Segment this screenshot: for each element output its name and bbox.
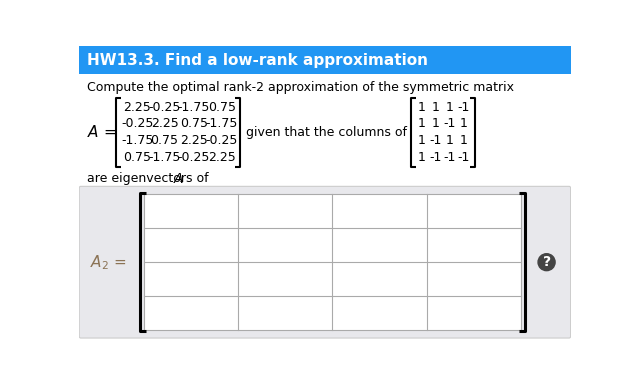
- Text: 1: 1: [432, 100, 440, 114]
- Text: -1: -1: [458, 100, 470, 114]
- FancyBboxPatch shape: [143, 194, 521, 330]
- Text: 2.25: 2.25: [151, 117, 178, 131]
- Text: -1: -1: [430, 151, 442, 164]
- Text: -1.75: -1.75: [205, 117, 238, 131]
- Text: -1: -1: [444, 117, 456, 131]
- Text: -0.25: -0.25: [205, 134, 238, 147]
- Text: are eigenvectors of: are eigenvectors of: [87, 172, 212, 185]
- FancyBboxPatch shape: [79, 186, 571, 338]
- Text: 1: 1: [418, 100, 426, 114]
- FancyBboxPatch shape: [79, 46, 571, 74]
- Text: 1: 1: [460, 117, 468, 131]
- Text: 0.75: 0.75: [124, 151, 152, 164]
- Text: -1.75: -1.75: [121, 134, 153, 147]
- Text: 1: 1: [418, 134, 426, 147]
- Text: 0.75: 0.75: [208, 100, 236, 114]
- Text: 1: 1: [418, 117, 426, 131]
- Text: 0.75: 0.75: [180, 117, 208, 131]
- Text: .: .: [178, 172, 183, 185]
- Text: 1: 1: [446, 134, 454, 147]
- Text: $\mathbf{\mathit{A}}$: $\mathbf{\mathit{A}}$: [173, 172, 184, 186]
- Text: Compute the optimal rank-2 approximation of the symmetric matrix: Compute the optimal rank-2 approximation…: [87, 81, 514, 94]
- Text: ?: ?: [543, 255, 551, 269]
- Circle shape: [538, 254, 555, 271]
- Text: 1: 1: [418, 151, 426, 164]
- Text: $A\,=$: $A\,=$: [87, 124, 117, 141]
- Text: -0.25: -0.25: [178, 151, 210, 164]
- Text: $A_2\,=$: $A_2\,=$: [90, 253, 127, 271]
- Text: -1.75: -1.75: [178, 100, 210, 114]
- Text: given that the columns of: given that the columns of: [246, 126, 407, 139]
- Text: -1: -1: [444, 151, 456, 164]
- Text: HW13.3. Find a low-rank approximation: HW13.3. Find a low-rank approximation: [87, 53, 428, 67]
- Text: 2.25: 2.25: [180, 134, 208, 147]
- Text: -1: -1: [430, 134, 442, 147]
- Text: 1: 1: [446, 100, 454, 114]
- Text: 2.25: 2.25: [124, 100, 152, 114]
- Text: 1: 1: [460, 134, 468, 147]
- Text: 0.75: 0.75: [150, 134, 179, 147]
- Text: -0.25: -0.25: [148, 100, 181, 114]
- Text: -0.25: -0.25: [121, 117, 153, 131]
- Text: -1: -1: [458, 151, 470, 164]
- Text: 1: 1: [432, 117, 440, 131]
- Text: 2.25: 2.25: [208, 151, 236, 164]
- Text: -1.75: -1.75: [148, 151, 181, 164]
